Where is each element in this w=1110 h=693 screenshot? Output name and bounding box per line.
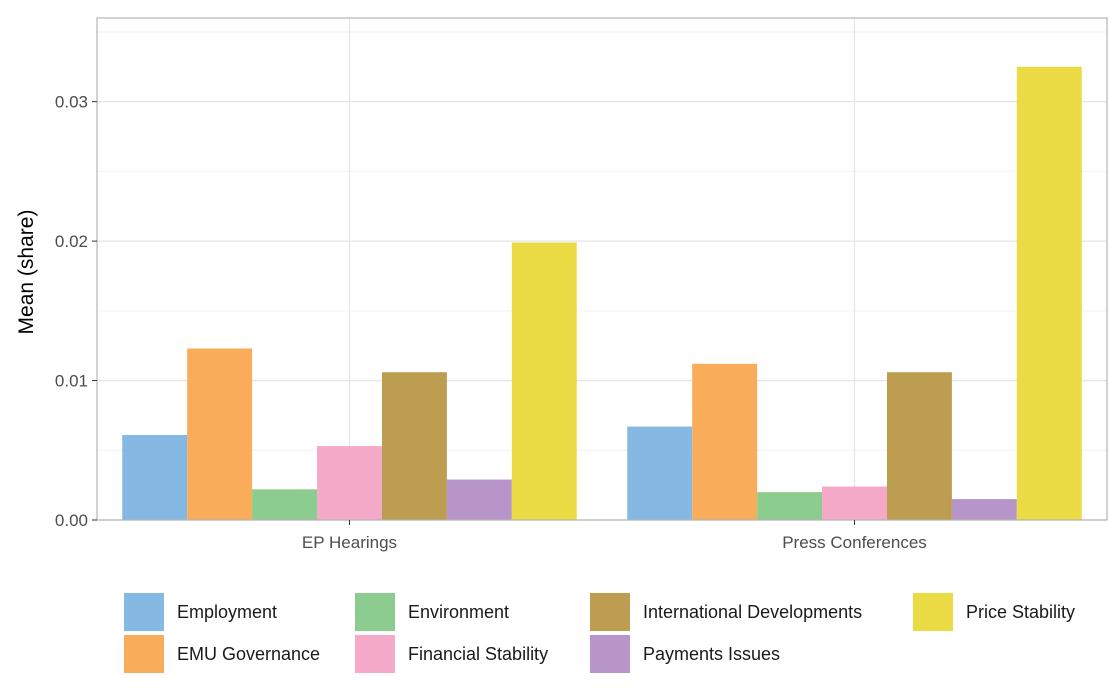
y-tick-label: 0.02 bbox=[55, 232, 88, 251]
legend-item: Price Stability bbox=[913, 593, 1075, 631]
bar bbox=[951, 499, 1017, 520]
legend-item: Payments Issues bbox=[590, 635, 780, 673]
x-tick-label: Press Conferences bbox=[782, 533, 927, 552]
bar bbox=[757, 492, 823, 520]
legend-key bbox=[355, 635, 395, 673]
legend-label: EMU Governance bbox=[177, 644, 320, 664]
bar bbox=[692, 363, 758, 520]
legend-key bbox=[590, 635, 630, 673]
bar bbox=[446, 479, 512, 520]
y-tick-label: 0.01 bbox=[55, 372, 88, 391]
bar bbox=[252, 489, 318, 520]
legend-label: Price Stability bbox=[966, 602, 1075, 622]
legend: Employment Environment International Devel… bbox=[124, 593, 1075, 673]
legend-key bbox=[124, 635, 164, 673]
legend-item: Employment bbox=[124, 593, 277, 631]
legend-label: Environment bbox=[408, 602, 509, 622]
legend-key bbox=[913, 593, 953, 631]
legend-item: EMU Governance bbox=[124, 635, 320, 673]
y-tick-label: 0.03 bbox=[55, 93, 88, 112]
bars bbox=[122, 66, 1082, 521]
y-axis-title: Mean (share) bbox=[15, 210, 38, 335]
legend-item: Environment bbox=[355, 593, 509, 631]
grid-lines bbox=[97, 18, 1107, 521]
legend-key bbox=[355, 593, 395, 631]
legend-label: International Developments bbox=[643, 602, 862, 622]
bar bbox=[627, 426, 693, 520]
legend-key bbox=[590, 593, 630, 631]
axes: 0.00 0.01 0.02 0.03 EP Hearings Press Confere… bbox=[55, 93, 927, 552]
legend-item: Financial Stability bbox=[355, 635, 548, 673]
bar bbox=[822, 486, 887, 520]
bar bbox=[317, 446, 382, 520]
bar bbox=[187, 348, 253, 520]
legend-item: International Developments bbox=[590, 593, 862, 631]
bar bbox=[381, 372, 447, 520]
plot-panel-border bbox=[96, 17, 1108, 521]
legend-key bbox=[124, 593, 164, 631]
bar bbox=[886, 372, 952, 520]
y-tick-label: 0.00 bbox=[55, 511, 88, 530]
legend-label: Payments Issues bbox=[643, 644, 780, 664]
bar bbox=[122, 434, 188, 520]
legend-label: Financial Stability bbox=[408, 644, 548, 664]
bar bbox=[511, 242, 577, 520]
legend-label: Employment bbox=[177, 602, 277, 622]
x-tick-label: EP Hearings bbox=[302, 533, 397, 552]
bar bbox=[1016, 66, 1082, 521]
